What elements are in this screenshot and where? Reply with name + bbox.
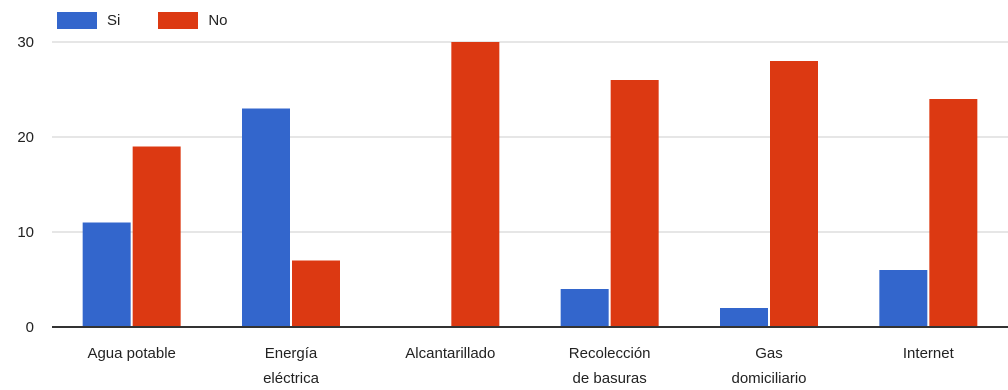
legend-label-si: Si [107,12,121,29]
bar-no [770,61,818,327]
legend-item-si: Si [57,12,120,29]
x-category-label: Internet [903,345,955,362]
x-category-label: Energía [265,345,318,362]
y-tick-label: 30 [17,34,34,51]
bar-no [610,80,659,327]
legend-swatch-si [57,12,97,29]
x-category-label: Gas [755,345,783,362]
bar-no [292,260,340,327]
x-category-label: Alcantarillado [405,345,495,362]
legend-label-no: No [208,12,228,29]
bar-si [242,108,290,327]
legend-item-no: No [158,12,228,29]
bar-si [879,270,928,327]
bar-no [132,146,181,327]
x-category-label: domiciliario [731,370,806,387]
bar-no [929,99,978,327]
bar-si [560,289,609,327]
x-category-label: de basuras [573,370,647,387]
x-category-label: Recolección [569,345,651,362]
bar-si [720,308,768,327]
bar-no [451,42,500,327]
bar-si [82,222,131,327]
legend-swatch-no [158,12,199,29]
x-category-label: Agua potable [87,345,175,362]
x-category-label: eléctrica [263,370,320,387]
y-tick-label: 10 [17,224,34,241]
legend: Si No [57,12,266,29]
y-tick-label: 0 [26,319,34,336]
y-tick-label: 20 [17,129,34,146]
